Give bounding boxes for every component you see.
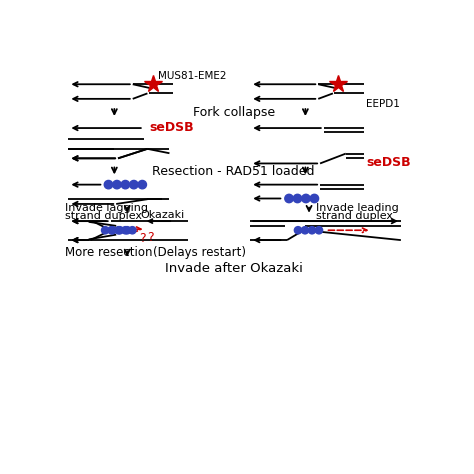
Circle shape xyxy=(293,194,302,203)
Text: ?: ? xyxy=(146,231,153,244)
Text: Fork collapse: Fork collapse xyxy=(192,106,275,119)
Text: strand duplex: strand duplex xyxy=(65,211,142,221)
Circle shape xyxy=(104,181,113,189)
Text: strand duplex: strand duplex xyxy=(317,211,393,221)
Circle shape xyxy=(121,181,129,189)
Circle shape xyxy=(310,194,319,203)
Circle shape xyxy=(124,227,131,234)
Text: seDSB: seDSB xyxy=(366,156,410,169)
Text: (Delays restart): (Delays restart) xyxy=(153,246,246,259)
Circle shape xyxy=(109,227,116,234)
Text: Okazaki: Okazaki xyxy=(140,210,184,220)
Text: seDSB: seDSB xyxy=(149,121,194,134)
Circle shape xyxy=(315,227,323,234)
Circle shape xyxy=(285,194,293,203)
Circle shape xyxy=(101,227,109,234)
Text: MUS81-EME2: MUS81-EME2 xyxy=(158,71,227,82)
Circle shape xyxy=(115,227,122,234)
Text: ?: ? xyxy=(139,232,146,246)
Text: Invade leading: Invade leading xyxy=(317,203,399,213)
Text: Invade lagging: Invade lagging xyxy=(65,203,148,213)
Text: Invade after Okazaki: Invade after Okazaki xyxy=(165,262,303,275)
Circle shape xyxy=(138,181,146,189)
Circle shape xyxy=(116,227,124,234)
Circle shape xyxy=(294,227,301,234)
Text: More resection: More resection xyxy=(65,246,152,259)
Circle shape xyxy=(308,227,316,234)
Circle shape xyxy=(301,194,310,203)
Circle shape xyxy=(128,227,136,234)
Text: Resection - RAD51 loaded: Resection - RAD51 loaded xyxy=(153,164,315,178)
Circle shape xyxy=(108,227,115,234)
Circle shape xyxy=(129,181,138,189)
Text: EEPD1: EEPD1 xyxy=(366,99,400,109)
Circle shape xyxy=(113,181,121,189)
Circle shape xyxy=(122,227,129,234)
Circle shape xyxy=(301,227,309,234)
